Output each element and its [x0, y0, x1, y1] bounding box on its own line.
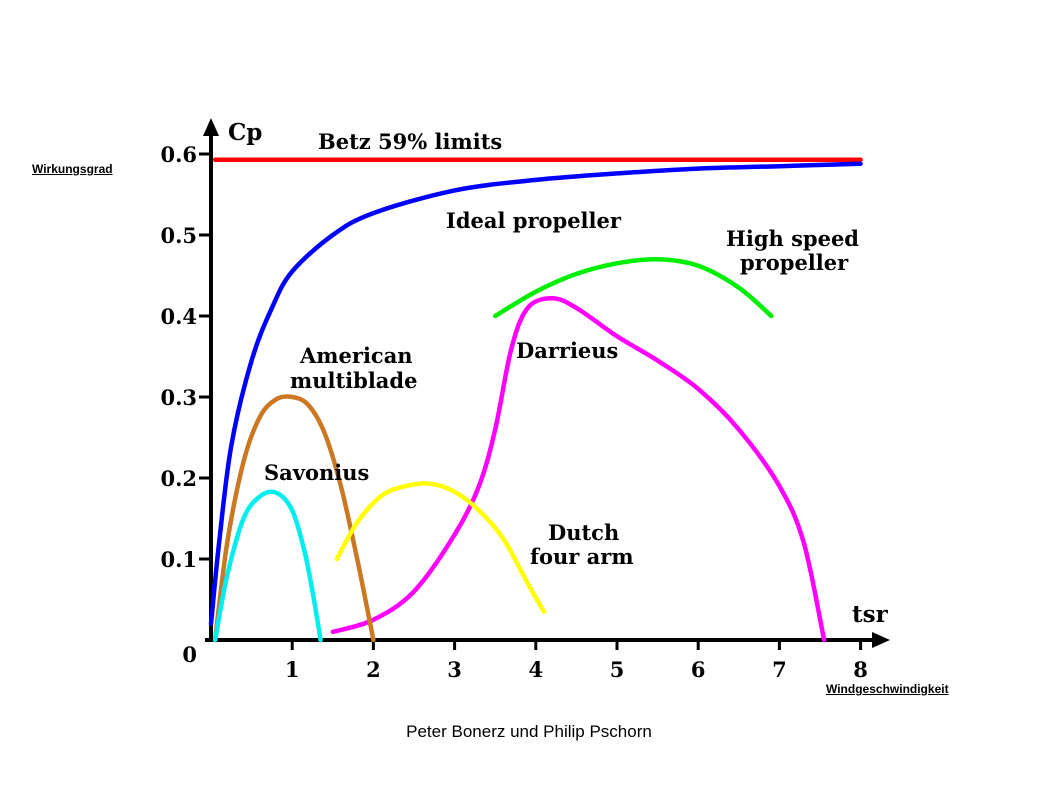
footer-author: Peter Bonerz und Philip Pschorn — [406, 722, 652, 741]
x-tick-label: 3 — [447, 657, 462, 682]
curve-american-multiblade — [212, 394, 376, 643]
curve-ideal-propeller — [208, 161, 863, 627]
y-tick-label: 0.3 — [160, 385, 197, 410]
y-axis-arrow — [203, 118, 219, 136]
x-tick-label: 8 — [853, 657, 868, 682]
x-ticks: 1 2 3 4 5 6 7 8 — [285, 640, 868, 682]
y-tick-label: 0.6 — [160, 142, 197, 167]
x-axis-label: tsr — [852, 601, 889, 628]
curve-label: Ideal propeller — [446, 208, 622, 233]
y-ticks: 0 0.1 0.2 0.3 0.4 0.5 0.6 — [160, 142, 211, 667]
x-tick-label: 4 — [528, 657, 543, 682]
curve-label: propeller — [740, 250, 849, 275]
x-tick-label: 7 — [772, 657, 787, 682]
x-tick-label: 5 — [610, 657, 625, 682]
curve-label: Savonius — [264, 460, 369, 485]
curves — [208, 157, 863, 643]
curve-savonius — [212, 489, 323, 643]
curve-label: four arm — [530, 544, 634, 569]
x-tick-label: 6 — [691, 657, 706, 682]
y-tick-label: 0.2 — [160, 466, 197, 491]
curve-label: American — [299, 343, 413, 368]
curve-label: multiblade — [290, 368, 417, 393]
x-axis-arrow — [872, 632, 890, 648]
y-tick-label: 0.4 — [160, 304, 197, 329]
x-tick-label: 1 — [285, 657, 300, 682]
y-axis-label: Cp — [228, 119, 262, 146]
axes — [203, 118, 890, 648]
curve-dutch-four-arm — [334, 481, 547, 614]
y-tick-label: 0.5 — [160, 223, 197, 248]
right-axis-caption: Windgeschwindigkeit — [826, 682, 949, 696]
curve-labels: Betz 59% limits Ideal propeller High speed… — [264, 129, 859, 569]
curve-label: Betz 59% limits — [318, 129, 502, 154]
y-tick-label: 0 — [182, 642, 197, 667]
curve-label: Dutch — [548, 520, 619, 545]
curve-darrieus — [330, 295, 827, 643]
curve-label: High speed — [726, 226, 859, 251]
curve-high-speed-propeller — [492, 257, 774, 319]
x-tick-label: 2 — [366, 657, 381, 682]
curve-label: Darrieus — [516, 338, 618, 363]
y-tick-label: 0.1 — [160, 547, 197, 572]
left-axis-caption: Wirkungsgrad — [32, 162, 113, 176]
